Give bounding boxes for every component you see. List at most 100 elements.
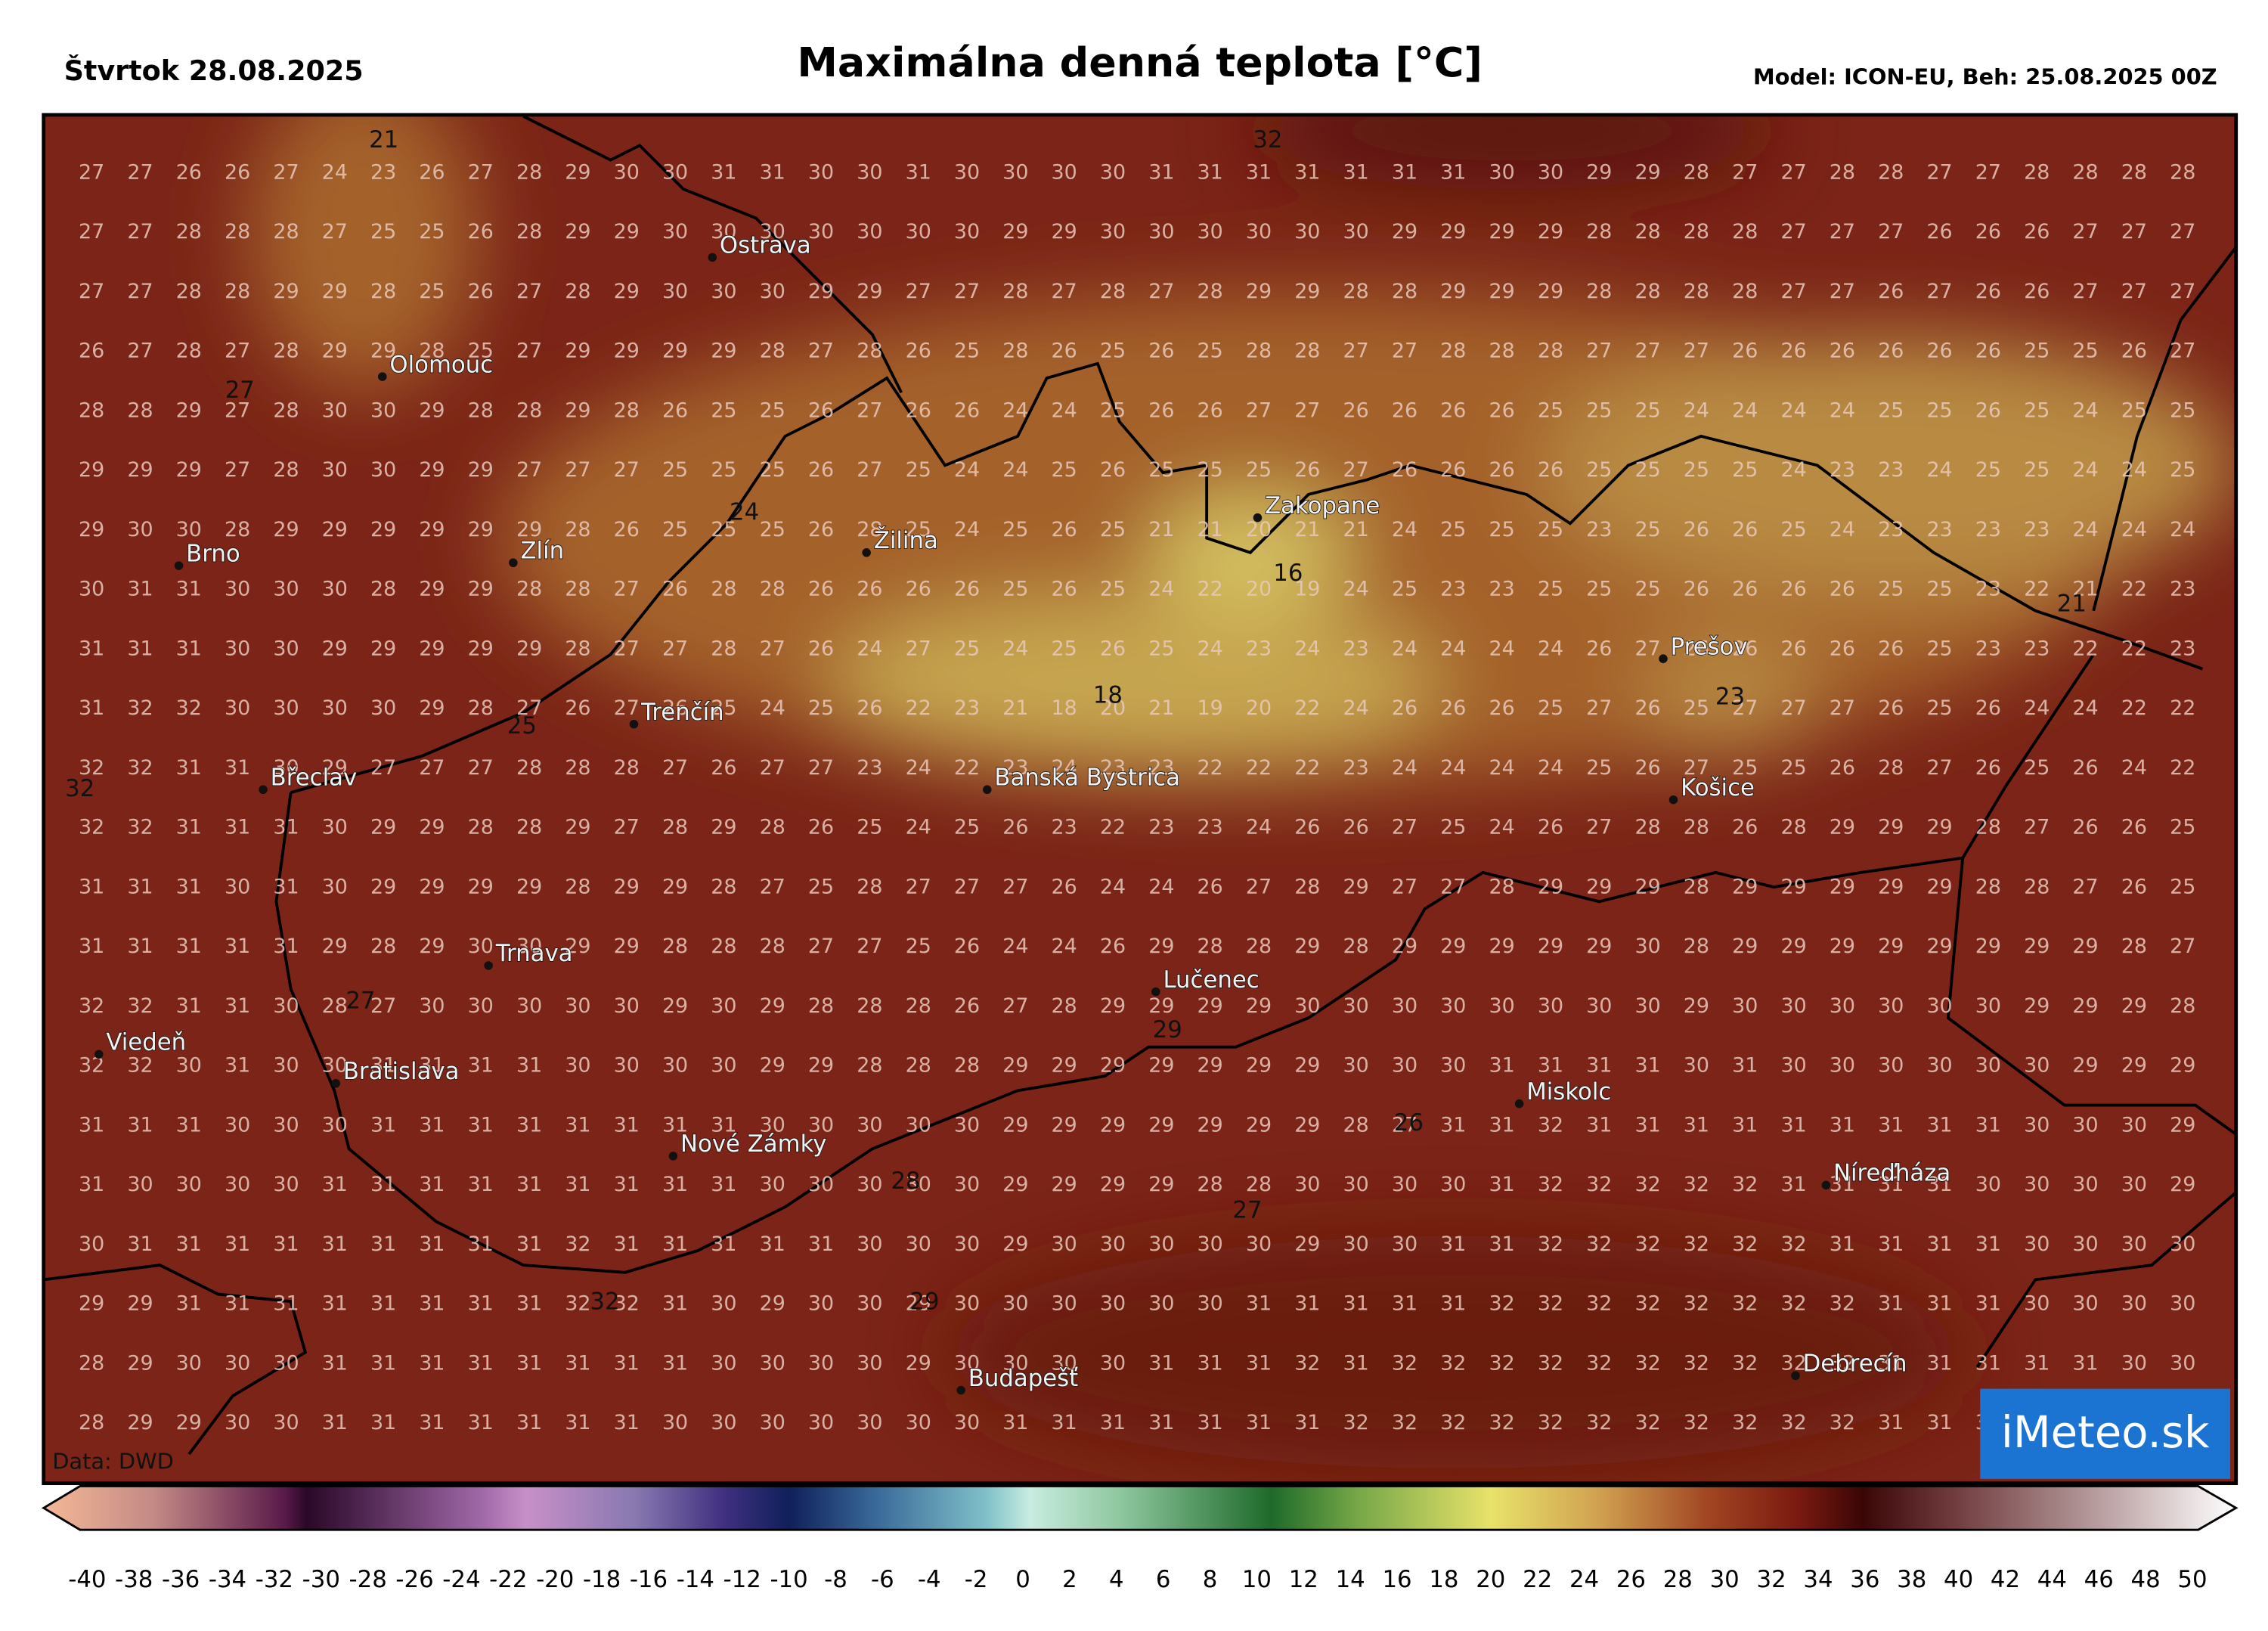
grid-value: 29 bbox=[1634, 160, 1660, 184]
grid-value: 27 bbox=[127, 280, 153, 303]
colorbar-tick-label: -34 bbox=[209, 1566, 246, 1593]
grid-value: 27 bbox=[857, 935, 882, 958]
grid-value: 30 bbox=[225, 578, 250, 601]
grid-value: 26 bbox=[1975, 696, 2001, 720]
grid-value: 29 bbox=[1002, 1173, 1028, 1196]
grid-value: 24 bbox=[1052, 398, 1077, 422]
colorbar-tick-label: 12 bbox=[1289, 1566, 1318, 1593]
grid-value: 25 bbox=[711, 518, 736, 541]
grid-value: 32 bbox=[1684, 1351, 1709, 1375]
grid-value: 28 bbox=[79, 1351, 104, 1375]
grid-value: 25 bbox=[2170, 458, 2195, 482]
title: Maximálna denná teplota [°C] bbox=[797, 39, 1483, 86]
grid-value: 28 bbox=[2121, 935, 2147, 958]
grid-value: 31 bbox=[614, 1351, 640, 1375]
grid-value: 31 bbox=[1198, 1411, 1223, 1434]
grid-value: 24 bbox=[1489, 756, 1515, 780]
city-dot bbox=[1514, 1099, 1524, 1109]
grid-value: 26 bbox=[2072, 816, 2098, 839]
grid-value: 28 bbox=[1634, 280, 1660, 303]
grid-value: 26 bbox=[1732, 518, 1758, 541]
grid-value: 27 bbox=[1440, 875, 1466, 898]
grid-value: 27 bbox=[1634, 340, 1660, 363]
grid-value: 27 bbox=[614, 578, 640, 601]
colorbar-tick-label: 16 bbox=[1382, 1566, 1411, 1593]
grid-value: 31 bbox=[79, 935, 104, 958]
grid-value: 26 bbox=[1975, 280, 2001, 303]
grid-value: 28 bbox=[273, 398, 299, 422]
grid-value: 26 bbox=[954, 398, 980, 422]
colorbar-tick-label: -14 bbox=[677, 1566, 714, 1593]
grid-value: 29 bbox=[1198, 1054, 1223, 1078]
grid-value: 29 bbox=[370, 518, 396, 541]
grid-value: 28 bbox=[565, 518, 590, 541]
city-label: Nové Zámky bbox=[680, 1130, 826, 1158]
grid-value: 27 bbox=[1392, 875, 1418, 898]
grid-value: 23 bbox=[1343, 637, 1369, 660]
grid-value: 28 bbox=[273, 220, 299, 243]
grid-value: 30 bbox=[225, 1411, 250, 1434]
grid-value: 22 bbox=[1198, 578, 1223, 601]
grid-value: 31 bbox=[225, 1292, 250, 1316]
grid-value: 31 bbox=[322, 1173, 348, 1196]
grid-value: 31 bbox=[1392, 160, 1418, 184]
grid-value: 31 bbox=[1392, 1292, 1418, 1316]
grid-value: 20 bbox=[1246, 696, 1272, 720]
grid-value: 27 bbox=[127, 160, 153, 184]
grid-value: 29 bbox=[370, 637, 396, 660]
grid-value: 30 bbox=[906, 1173, 931, 1196]
grid-value: 30 bbox=[468, 935, 494, 958]
grid-value: 28 bbox=[1830, 160, 1855, 184]
grid-value: 30 bbox=[1246, 220, 1272, 243]
grid-value: 31 bbox=[1926, 1233, 1952, 1256]
grid-value: 32 bbox=[1780, 1351, 1806, 1375]
grid-value: 28 bbox=[1975, 816, 2001, 839]
grid-value: 30 bbox=[1392, 994, 1418, 1018]
colorbar-tick-label: -6 bbox=[871, 1566, 894, 1593]
grid-value: 28 bbox=[2024, 160, 2050, 184]
grid-value: 29 bbox=[614, 935, 640, 958]
grid-value: 29 bbox=[1586, 875, 1612, 898]
grid-value: 30 bbox=[906, 1113, 931, 1136]
grid-value: 25 bbox=[1052, 458, 1077, 482]
grid-value: 31 bbox=[1343, 1292, 1369, 1316]
grid-value: 27 bbox=[516, 280, 542, 303]
grid-value: 26 bbox=[1294, 458, 1320, 482]
logo: iMeteo.sk bbox=[2001, 1406, 2210, 1458]
grid-value: 29 bbox=[1148, 1173, 1174, 1196]
grid-value: 29 bbox=[1878, 816, 1904, 839]
grid-value: 30 bbox=[1343, 1233, 1369, 1256]
grid-value: 26 bbox=[1830, 340, 1855, 363]
grid-value: 25 bbox=[1198, 340, 1223, 363]
grid-value: 30 bbox=[370, 696, 396, 720]
grid-value: 31 bbox=[1148, 160, 1174, 184]
colorbar-tick-label: -32 bbox=[256, 1566, 293, 1593]
model-info: Model: ICON-EU, Beh: 25.08.2025 00Z bbox=[1753, 64, 2217, 90]
grid-value: 31 bbox=[614, 1173, 640, 1196]
grid-value: 29 bbox=[1586, 160, 1612, 184]
grid-value: 31 bbox=[1343, 1351, 1369, 1375]
grid-value: 25 bbox=[2170, 816, 2195, 839]
grid-value: 27 bbox=[1926, 280, 1952, 303]
grid-value: 29 bbox=[2170, 1173, 2195, 1196]
city-label: Viedeň bbox=[106, 1029, 186, 1056]
grid-value: 25 bbox=[1538, 398, 1563, 422]
colorbar-tick-label: -24 bbox=[442, 1566, 480, 1593]
grid-value: 28 bbox=[857, 1054, 882, 1078]
grid-value: 29 bbox=[2121, 1054, 2147, 1078]
grid-value: 30 bbox=[2072, 1233, 2098, 1256]
grid-value: 27 bbox=[79, 220, 104, 243]
grid-value: 31 bbox=[2024, 1351, 2050, 1375]
grid-value: 27 bbox=[127, 340, 153, 363]
grid-value: 30 bbox=[468, 994, 494, 1018]
grid-value: 21 bbox=[1002, 696, 1028, 720]
colorbar-ticks: -40 -38 -36 -34 -32 -30 -28 -26 -24 -22 -20 -18 -16-… bbox=[68, 1566, 2207, 1593]
grid-value: 29 bbox=[127, 1411, 153, 1434]
grid-value: 26 bbox=[2072, 756, 2098, 780]
grid-value: 25 bbox=[808, 696, 834, 720]
grid-value: 30 bbox=[2170, 1351, 2195, 1375]
city-dot bbox=[1253, 513, 1263, 522]
grid-value: 30 bbox=[1100, 160, 1126, 184]
grid-value: 27 bbox=[516, 696, 542, 720]
grid-value: 30 bbox=[808, 1173, 834, 1196]
